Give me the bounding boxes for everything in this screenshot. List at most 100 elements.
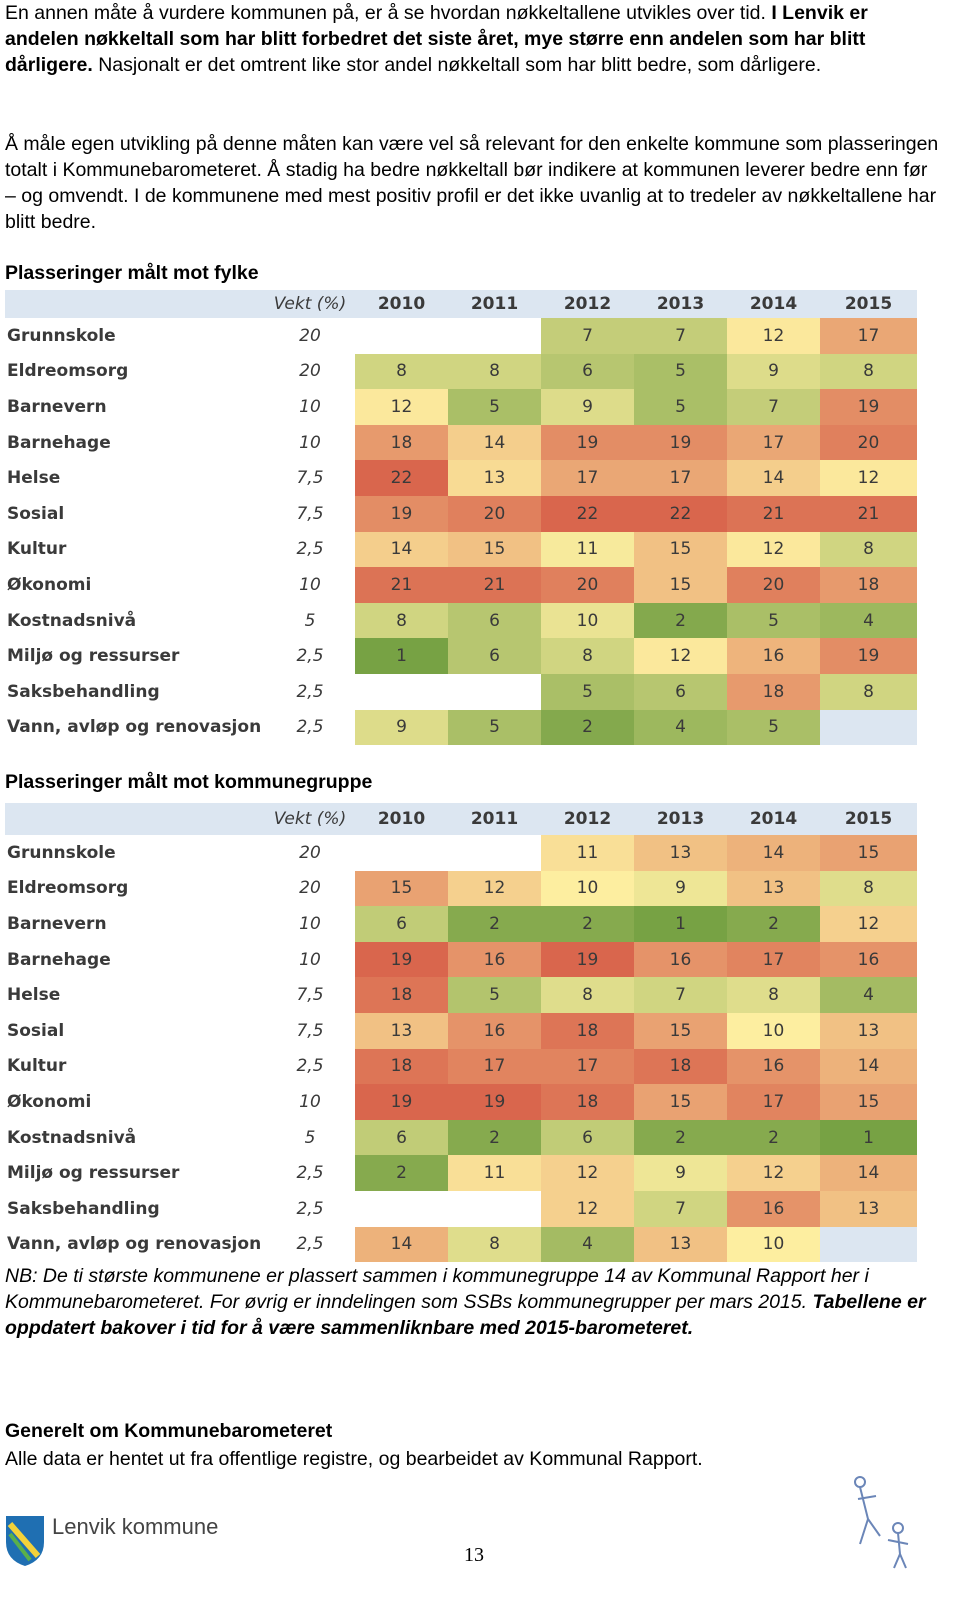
- rank-cell: 12: [820, 906, 917, 942]
- weight: 7,5: [265, 460, 355, 496]
- column-header: 2013: [634, 803, 727, 835]
- rank-cell: 19: [820, 638, 917, 674]
- rank-cell: 21: [820, 495, 917, 532]
- rank-cell: 8: [727, 977, 820, 1013]
- table: Vekt (%) 2010 2011 2012 2013 2014 2015 Grunnsko…: [5, 803, 917, 1263]
- rank-cell: 13: [448, 460, 541, 496]
- note: NB: De ti største kommunene er plassert …: [5, 1263, 940, 1341]
- row-label: Sosial: [5, 495, 265, 532]
- text-run: I Lenvik er andelen nøkkeltall som har b…: [5, 2, 868, 76]
- rank-cell: 4: [541, 1226, 634, 1263]
- text-run: NB: De ti største kommunene er plassert …: [5, 1265, 869, 1313]
- table-row: Vann, avløp og renovasjon 2,5 14 8 4 13 10: [5, 1226, 917, 1263]
- rank-cell: 9: [541, 389, 634, 425]
- rank-cell: 18: [727, 673, 820, 710]
- rank-cell: 7: [634, 977, 727, 1013]
- row-label: Kultur: [5, 531, 265, 568]
- rank-cell: 18: [355, 977, 448, 1013]
- rank-cell: 7: [634, 318, 727, 354]
- rank-cell: 14: [727, 460, 820, 496]
- rank-cell: 16: [820, 941, 917, 978]
- rank-cell: 6: [355, 906, 448, 942]
- rank-cell: 18: [634, 1048, 727, 1085]
- row-label: Grunnskole: [5, 318, 265, 354]
- rank-cell: 8: [820, 870, 917, 907]
- table-row: Sosial 7,5 19 20 22 22 21 21: [5, 495, 917, 532]
- row-label: Økonomi: [5, 1084, 265, 1120]
- row-label: Økonomi: [5, 567, 265, 603]
- rank-cell: 14: [820, 1155, 917, 1191]
- weight: 10: [265, 906, 355, 942]
- rank-cell: 9: [727, 353, 820, 390]
- rank-cell: 20: [727, 567, 820, 603]
- section-heading: Generelt om Kommunebarometeret: [5, 1420, 333, 1442]
- row-label: Barnevern: [5, 389, 265, 425]
- rank-cell: 8: [820, 531, 917, 568]
- rank-cell: [448, 1190, 541, 1227]
- rank-cell: [355, 318, 448, 354]
- rank-cell: 5: [727, 709, 820, 746]
- table-row: Grunnskole 20 7 7 12 17: [5, 318, 917, 354]
- rank-cell: 16: [727, 1190, 820, 1227]
- weight: 7,5: [265, 977, 355, 1013]
- rank-cell: 5: [448, 977, 541, 1013]
- rank-cell: 2: [448, 1119, 541, 1156]
- rank-cell: 5: [634, 353, 727, 390]
- text-run: En annen måte å vurdere kommunen på, er …: [5, 2, 772, 24]
- weight: 5: [265, 1119, 355, 1156]
- rank-cell: 10: [541, 870, 634, 907]
- rank-cell: 2: [634, 602, 727, 639]
- rank-cell: 17: [541, 1048, 634, 1085]
- header-cell: [5, 290, 265, 318]
- rank-cell: 14: [355, 531, 448, 568]
- row-label: Kostnadsnivå: [5, 602, 265, 639]
- row-label: Saksbehandling: [5, 673, 265, 710]
- rank-cell: 6: [541, 353, 634, 390]
- rank-cell: 15: [634, 1084, 727, 1120]
- table-row: Eldreomsorg 20 15 12 10 9 13 8: [5, 870, 917, 907]
- rank-cell: 13: [820, 1012, 917, 1049]
- rank-cell: 2: [541, 906, 634, 942]
- rank-cell: 8: [448, 353, 541, 390]
- rank-cell: 12: [355, 389, 448, 425]
- header-cell: [5, 803, 265, 835]
- rank-cell: 18: [541, 1012, 634, 1049]
- rank-cell: [355, 1190, 448, 1227]
- text-run: Å måle egen utvikling på denne måten kan…: [5, 133, 939, 233]
- rank-cell: 15: [448, 531, 541, 568]
- rank-cell: 12: [541, 1190, 634, 1227]
- rank-cell: 4: [820, 602, 917, 639]
- rank-cell: 17: [448, 1048, 541, 1085]
- rank-cell: 4: [820, 977, 917, 1013]
- logo-text: Lenvik kommune: [52, 1514, 219, 1539]
- rank-cell: 13: [634, 835, 727, 871]
- table-row: Kultur 2,5 14 15 11 15 12 8: [5, 531, 917, 568]
- weight: 2,5: [265, 673, 355, 710]
- row-label: Kultur: [5, 1048, 265, 1085]
- weight: 2,5: [265, 709, 355, 746]
- weight: 2,5: [265, 1155, 355, 1191]
- column-header: 2014: [727, 803, 820, 835]
- rank-cell: 17: [727, 941, 820, 978]
- rank-cell: 8: [541, 638, 634, 674]
- section-text: Alle data er hentet ut fra offentlige re…: [5, 1448, 703, 1470]
- weight: 2,5: [265, 1226, 355, 1263]
- rank-cell: 6: [541, 1119, 634, 1156]
- rank-cell: [448, 673, 541, 710]
- column-header: 2010: [355, 290, 448, 318]
- rank-cell: 4: [634, 709, 727, 746]
- rank-cell: 8: [541, 977, 634, 1013]
- table-row: Kostnadsnivå 5 6 2 6 2 2 1: [5, 1119, 917, 1156]
- rank-cell: 15: [634, 531, 727, 568]
- rank-cell: 16: [634, 941, 727, 978]
- rank-cell: [355, 673, 448, 710]
- column-header: Vekt (%): [265, 290, 355, 318]
- column-header: 2012: [541, 803, 634, 835]
- table-row: Barnehage 10 19 16 19 16 17 16: [5, 941, 917, 978]
- table-row: Vann, avløp og renovasjon 2,5 9 5 2 4 5: [5, 709, 917, 746]
- rank-cell: 5: [634, 389, 727, 425]
- row-label: Barnehage: [5, 941, 265, 978]
- rank-cell: 8: [448, 1226, 541, 1263]
- row-label: Miljø og ressurser: [5, 1155, 265, 1191]
- rank-cell: 18: [820, 567, 917, 603]
